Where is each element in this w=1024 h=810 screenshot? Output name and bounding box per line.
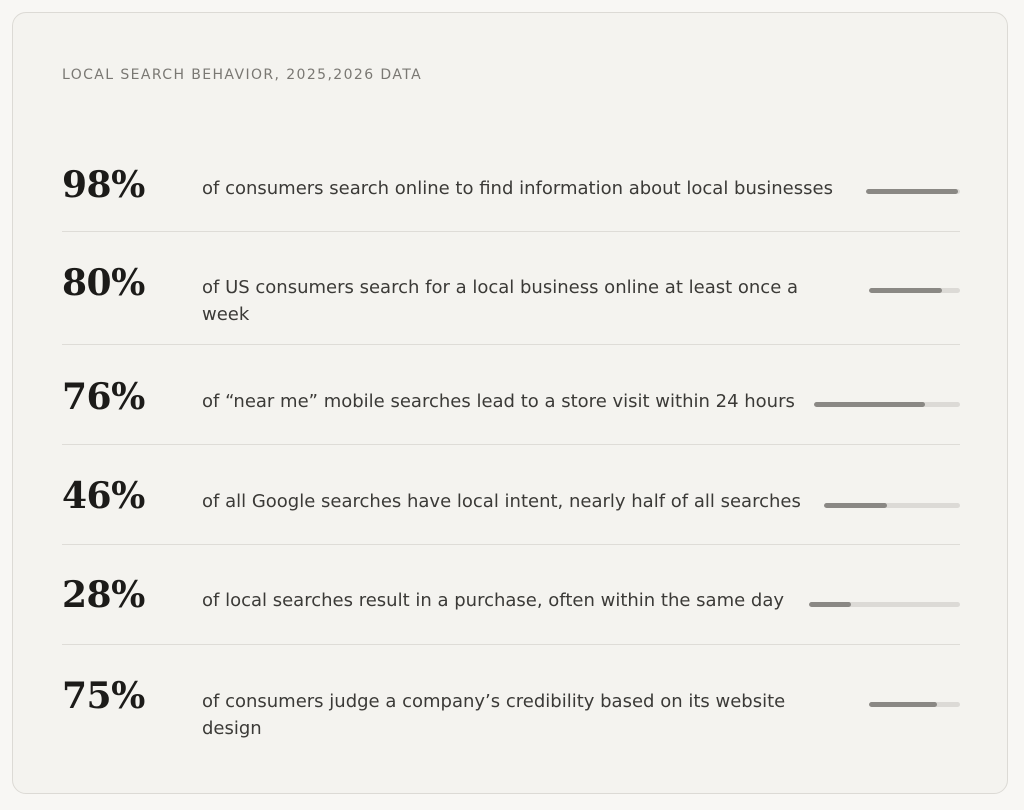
stat-bar-fill xyxy=(866,189,959,194)
stat-row: 76% of “near me” mobile searches lead to… xyxy=(62,345,960,445)
stat-bar-fill xyxy=(869,288,942,293)
stat-description: of consumers search online to find infor… xyxy=(202,178,833,199)
stat-description: of “near me” mobile searches lead to a s… xyxy=(202,391,795,412)
stat-value: 98% xyxy=(62,164,145,206)
stat-row: 28% of local searches result in a purcha… xyxy=(62,545,960,645)
stat-bar xyxy=(869,702,960,707)
stat-description: of all Google searches have local intent… xyxy=(202,491,801,512)
stat-row: 46% of all Google searches have local in… xyxy=(62,445,960,545)
stat-value: 76% xyxy=(62,376,145,418)
stat-value: 28% xyxy=(62,574,145,616)
stats-list: 98% of consumers search online to find i… xyxy=(62,133,960,765)
stat-bar xyxy=(866,189,960,194)
stat-value: 75% xyxy=(62,675,145,717)
stats-card: LOCAL SEARCH BEHAVIOR, 2025,2026 DATA 98… xyxy=(12,12,1008,794)
stat-bar-fill xyxy=(814,402,925,407)
stat-value: 46% xyxy=(62,475,145,517)
stat-bar xyxy=(809,602,960,607)
stat-bar-fill xyxy=(809,602,852,607)
stat-description: of consumers judge a company’s credibili… xyxy=(202,691,786,739)
stat-bar-fill xyxy=(824,503,887,508)
section-eyebrow: LOCAL SEARCH BEHAVIOR, 2025,2026 DATA xyxy=(62,67,423,83)
stat-description: of US consumers search for a local busin… xyxy=(202,277,799,325)
stat-bar-fill xyxy=(869,702,938,707)
stat-row: 98% of consumers search online to find i… xyxy=(62,133,960,232)
stat-bar xyxy=(814,402,960,407)
stat-value: 80% xyxy=(62,262,145,304)
stat-bar xyxy=(824,503,960,508)
stat-row: 80% of US consumers search for a local b… xyxy=(62,232,960,345)
stat-description: of local searches result in a purchase, … xyxy=(202,590,785,611)
stat-bar xyxy=(869,288,960,293)
stat-row: 75% of consumers judge a company’s credi… xyxy=(62,645,960,765)
